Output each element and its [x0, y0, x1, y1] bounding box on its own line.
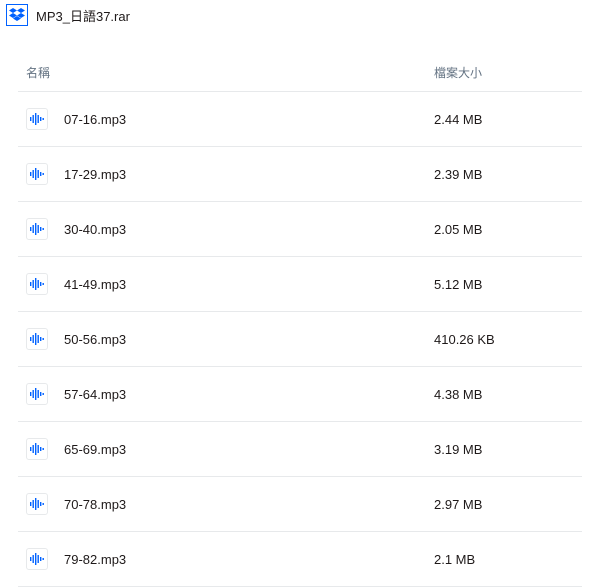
file-size: 4.38 MB: [434, 387, 574, 402]
table-row[interactable]: 70-78.mp32.97 MB: [18, 476, 582, 531]
table-row[interactable]: 30-40.mp32.05 MB: [18, 201, 582, 256]
table-row[interactable]: 41-49.mp35.12 MB: [18, 256, 582, 311]
file-size: 2.1 MB: [434, 552, 574, 567]
audio-file-icon: [26, 108, 48, 130]
file-size: 410.26 KB: [434, 332, 574, 347]
audio-file-icon: [26, 273, 48, 295]
column-header-size[interactable]: 檔案大小: [434, 64, 574, 81]
table-row[interactable]: 50-56.mp3410.26 KB: [18, 311, 582, 366]
file-size: 2.05 MB: [434, 222, 574, 237]
audio-file-icon: [26, 548, 48, 570]
table-row[interactable]: 57-64.mp34.38 MB: [18, 366, 582, 421]
file-size: 3.19 MB: [434, 442, 574, 457]
file-size: 2.44 MB: [434, 112, 574, 127]
table-row[interactable]: 17-29.mp32.39 MB: [18, 146, 582, 201]
audio-file-icon: [26, 218, 48, 240]
file-name: 17-29.mp3: [64, 167, 434, 182]
file-name: 65-69.mp3: [64, 442, 434, 457]
header-bar: MP3_日語37.rar: [0, 0, 600, 30]
file-name: 57-64.mp3: [64, 387, 434, 402]
audio-file-icon: [26, 438, 48, 460]
file-name: 07-16.mp3: [64, 112, 434, 127]
archive-title: MP3_日語37.rar: [36, 6, 130, 25]
file-name: 70-78.mp3: [64, 497, 434, 512]
dropbox-logo[interactable]: [6, 4, 28, 26]
file-size: 2.39 MB: [434, 167, 574, 182]
table-row[interactable]: 79-82.mp32.1 MB: [18, 531, 582, 587]
audio-file-icon: [26, 163, 48, 185]
audio-file-icon: [26, 383, 48, 405]
file-table: 名稱 檔案大小 07-16.mp32.44 MB17-29.mp32.39 MB…: [0, 58, 600, 587]
file-name: 30-40.mp3: [64, 222, 434, 237]
dropbox-icon: [9, 8, 25, 22]
file-size: 2.97 MB: [434, 497, 574, 512]
file-name: 41-49.mp3: [64, 277, 434, 292]
column-header-name[interactable]: 名稱: [26, 64, 434, 81]
file-name: 50-56.mp3: [64, 332, 434, 347]
file-size: 5.12 MB: [434, 277, 574, 292]
audio-file-icon: [26, 328, 48, 350]
table-row[interactable]: 07-16.mp32.44 MB: [18, 91, 582, 146]
table-header: 名稱 檔案大小: [18, 58, 582, 91]
table-row[interactable]: 65-69.mp33.19 MB: [18, 421, 582, 476]
audio-file-icon: [26, 493, 48, 515]
file-name: 79-82.mp3: [64, 552, 434, 567]
